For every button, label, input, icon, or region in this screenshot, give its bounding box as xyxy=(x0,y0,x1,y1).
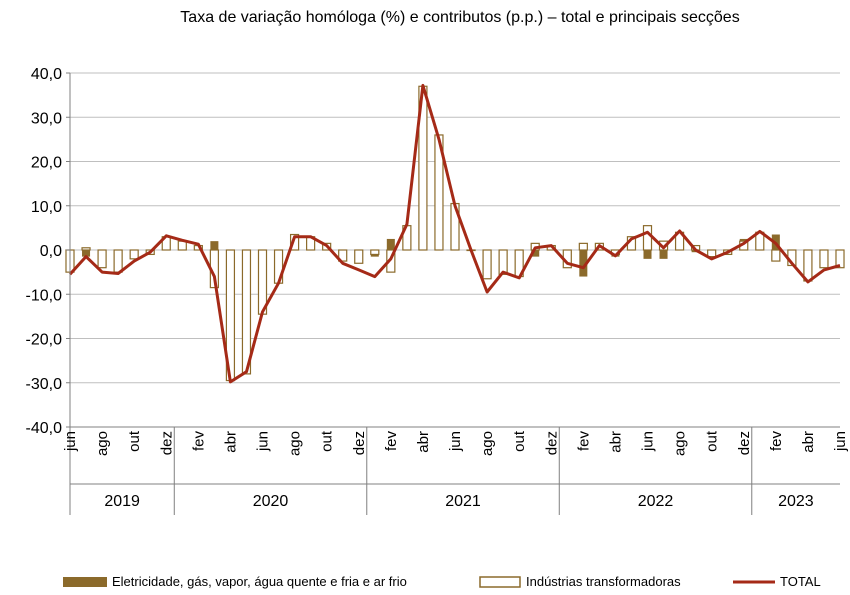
bar-industrias xyxy=(370,249,380,256)
bar-industrias xyxy=(642,225,653,251)
x-tick-label: jun xyxy=(832,431,849,452)
legend-swatch-industrias xyxy=(479,576,521,588)
x-tick-label: jun xyxy=(255,431,272,452)
bar-eletricidade xyxy=(579,250,588,277)
x-tick-label: fev xyxy=(768,431,785,452)
legend-label-industrias: Indústrias transformadoras xyxy=(526,574,681,589)
bar-eletricidade xyxy=(531,250,540,257)
x-tick-label: ago xyxy=(479,431,496,456)
x-ticks: jun ago out dez fev abr jun ago out dez fev abr jun a… xyxy=(62,430,849,456)
x-tick-label: dez xyxy=(543,431,560,455)
legend-swatch-eletricidade xyxy=(63,577,107,587)
x-tick-label: out xyxy=(126,430,143,452)
bar-eletricidade xyxy=(82,250,91,257)
bar-eletricidade xyxy=(659,250,668,259)
bar-industrias xyxy=(771,249,781,262)
x-tick-label: jun xyxy=(640,431,657,452)
legend-label-eletricidade: Eletricidade, gás, vapor, água quente e … xyxy=(112,574,407,589)
total-line xyxy=(68,83,841,384)
x-tick-label: fev xyxy=(383,431,400,452)
bar-industrias xyxy=(129,249,139,260)
x-tick-label: dez xyxy=(736,431,753,455)
y-tick-label: 0,0 xyxy=(40,243,62,260)
bar-industrias xyxy=(289,233,300,251)
bar-industrias xyxy=(97,249,107,269)
x-tick-label: out xyxy=(319,430,336,452)
year-labels: 2019 2020 2021 2022 2023 xyxy=(104,493,813,510)
x-tick-label: fev xyxy=(575,431,592,452)
y-tick-label: 30,0 xyxy=(31,110,62,127)
bars-industrias xyxy=(65,85,845,382)
x-tick-label: jun xyxy=(447,431,464,452)
x-tick-label: ago xyxy=(94,431,111,456)
x-tick-label: ago xyxy=(672,431,689,456)
y-tick-label: 10,0 xyxy=(31,199,62,216)
year-label: 2020 xyxy=(253,493,289,510)
bar-industrias xyxy=(241,249,252,375)
bar-industrias xyxy=(707,249,717,258)
x-tick-label: abr xyxy=(800,431,817,453)
year-label: 2023 xyxy=(778,493,814,510)
total-line-group xyxy=(68,83,841,384)
x-tick-label: ago xyxy=(287,431,304,456)
y-tick-label: -40,0 xyxy=(26,420,63,437)
y-tick-label: 20,0 xyxy=(31,155,62,172)
bar-industrias xyxy=(338,249,348,262)
x-tick-label: out xyxy=(704,430,721,452)
x-tick-label: dez xyxy=(158,431,175,455)
chart-title: Taxa de variação homóloga (%) e contribu… xyxy=(180,9,739,26)
bar-industrias xyxy=(835,249,845,269)
bar-industrias xyxy=(81,247,91,251)
legend: Eletricidade, gás, vapor, água quente e … xyxy=(63,574,821,589)
year-label: 2021 xyxy=(445,493,481,510)
y-ticks: -40,0 -30,0 -20,0 -10,0 0,0 10,0 20,0 30,0 40,0 xyxy=(26,66,63,437)
year-label: 2022 xyxy=(638,493,674,510)
bar-industrias xyxy=(578,242,588,251)
bar-industrias xyxy=(113,249,123,273)
x-tick-label: fev xyxy=(190,431,207,452)
bar-industrias xyxy=(803,249,813,282)
bar-eletricidade xyxy=(210,241,219,250)
x-tick-label: jun xyxy=(62,431,79,452)
y-tick-label: -30,0 xyxy=(26,376,63,393)
y-tick-label: 40,0 xyxy=(31,66,62,83)
bar-eletricidade xyxy=(643,250,652,259)
x-tick-label: dez xyxy=(351,431,368,455)
bar-industrias xyxy=(354,249,364,264)
bar-eletricidade xyxy=(386,238,395,250)
year-label: 2019 xyxy=(104,493,140,510)
x-tick-label: abr xyxy=(415,431,432,453)
x-tick-label: abr xyxy=(607,431,624,453)
axes xyxy=(66,72,840,515)
x-tick-label: abr xyxy=(222,431,239,453)
x-tick-label: out xyxy=(511,430,528,452)
y-tick-label: -10,0 xyxy=(26,287,63,304)
bar-industrias xyxy=(819,249,829,269)
bar-industrias xyxy=(482,249,492,280)
legend-label-total: TOTAL xyxy=(780,574,821,589)
y-tick-label: -20,0 xyxy=(26,332,63,349)
